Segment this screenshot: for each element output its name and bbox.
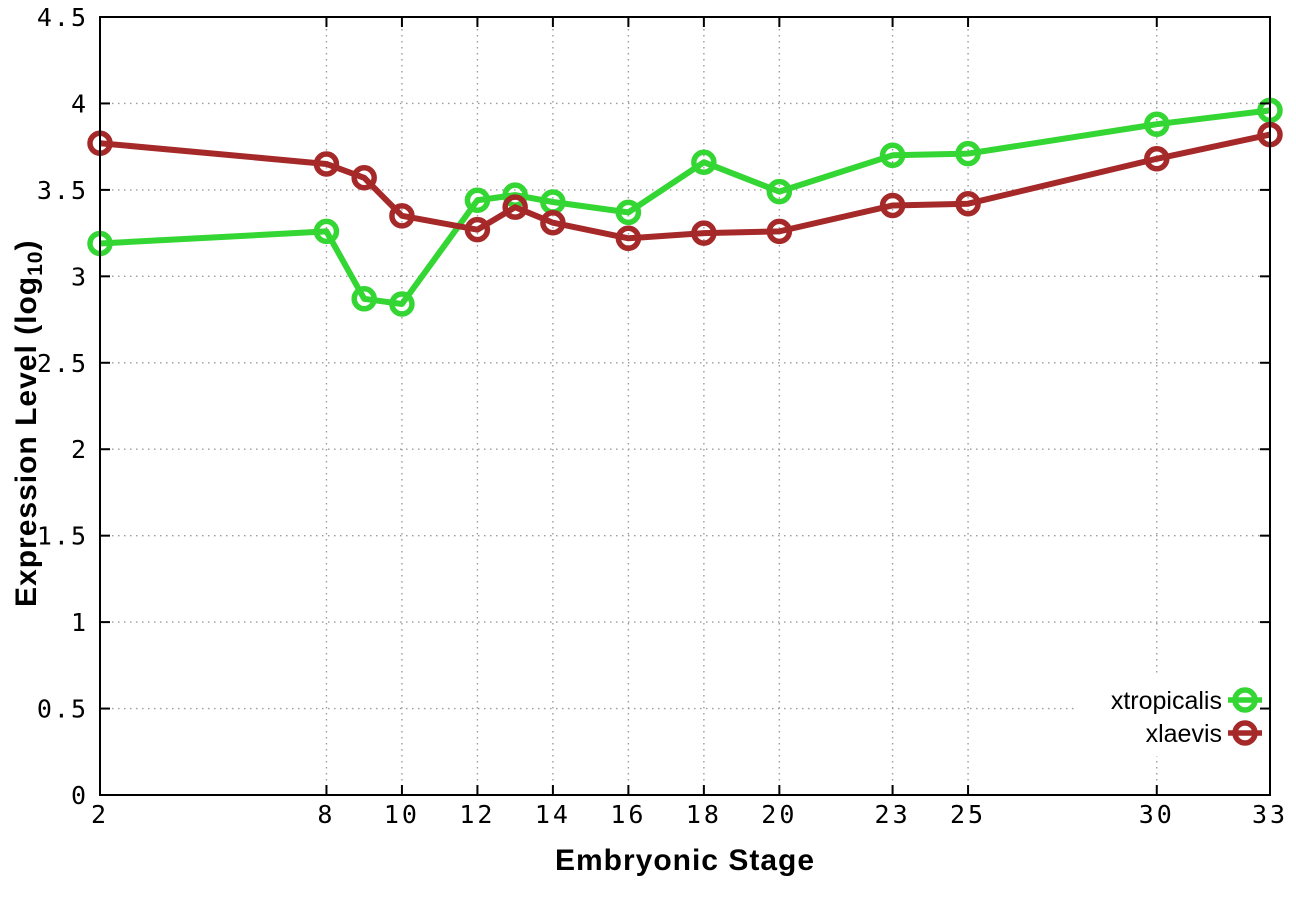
y-tick-label: 3 <box>71 262 88 291</box>
y-axis-title: Expression Level (log10) <box>10 240 48 607</box>
x-tick-label: 14 <box>535 800 571 829</box>
data-point-xlaevis-16 <box>615 225 642 252</box>
data-point-xlaevis-10 <box>389 203 415 229</box>
data-point-xlaevis-18 <box>691 220 717 246</box>
y-tick-label: 2 <box>71 435 88 464</box>
x-tick-label: 8 <box>317 800 335 829</box>
x-tick-label: 18 <box>686 800 722 829</box>
data-point-xlaevis-14 <box>540 209 566 236</box>
x-tick-label: 20 <box>761 800 797 829</box>
data-point-xtropicalis-8 <box>313 218 340 245</box>
data-point-xtropicalis-12 <box>464 187 491 214</box>
data-point-xlaevis-30 <box>1144 146 1170 172</box>
data-point-xtropicalis-9 <box>351 286 377 312</box>
data-point-xtropicalis-23 <box>879 142 906 169</box>
y-tick-label: 4.5 <box>37 3 88 32</box>
data-point-xtropicalis-25 <box>955 140 981 167</box>
x-tick-label: 10 <box>384 800 420 829</box>
y-tick-label: 1.5 <box>37 522 88 551</box>
y-tick-label: 1 <box>71 608 88 637</box>
y-tick-label: 4 <box>71 89 88 118</box>
x-axis-title: Embryonic Stage <box>554 844 816 877</box>
data-point-xtropicalis-30 <box>1144 111 1170 137</box>
y-tick-label: 0 <box>71 781 88 810</box>
data-point-xlaevis-20 <box>766 218 793 245</box>
data-point-xlaevis-8 <box>313 151 340 177</box>
y-tick-label: 3.5 <box>37 176 88 205</box>
legend-marker-xlaevis <box>1232 720 1258 746</box>
y-axis-title-subscript: 10 <box>24 250 47 276</box>
y-axis-title-close: ) <box>10 239 43 251</box>
legend-label-xlaevis: xlaevis <box>1146 720 1222 748</box>
x-tick-label: 12 <box>459 800 495 829</box>
series-line-xtropicalis <box>99 107 1271 307</box>
x-tick-label: 23 <box>875 800 911 829</box>
data-point-xtropicalis-10 <box>389 291 415 317</box>
data-point-xtropicalis-18 <box>691 149 717 175</box>
data-point-xtropicalis-16 <box>615 199 642 226</box>
y-axis-title-text: Expression Level (log <box>10 275 43 607</box>
data-point-xlaevis-25 <box>955 190 981 217</box>
x-tick-label: 30 <box>1139 800 1175 829</box>
data-point-xtropicalis-20 <box>766 178 793 205</box>
y-tick-label: 2.5 <box>37 349 88 378</box>
x-tick-label: 16 <box>610 800 646 829</box>
data-point-xlaevis-9 <box>351 165 377 191</box>
data-point-xlaevis-23 <box>879 192 906 219</box>
x-tick-label: 2 <box>91 800 109 829</box>
plot-border <box>99 16 1271 796</box>
data-point-xlaevis-12 <box>464 216 491 243</box>
data-point-xlaevis-13 <box>502 194 528 220</box>
y-tick-label: 0.5 <box>37 695 88 724</box>
legend-label-xtropicalis: xtropicalis <box>1111 687 1222 715</box>
x-tick-label: 33 <box>1252 800 1288 829</box>
x-tick-label: 25 <box>950 800 986 829</box>
series-line-xlaevis <box>99 131 1271 242</box>
legend-marker-xtropicalis <box>1232 687 1258 713</box>
legend-background <box>1076 676 1266 756</box>
